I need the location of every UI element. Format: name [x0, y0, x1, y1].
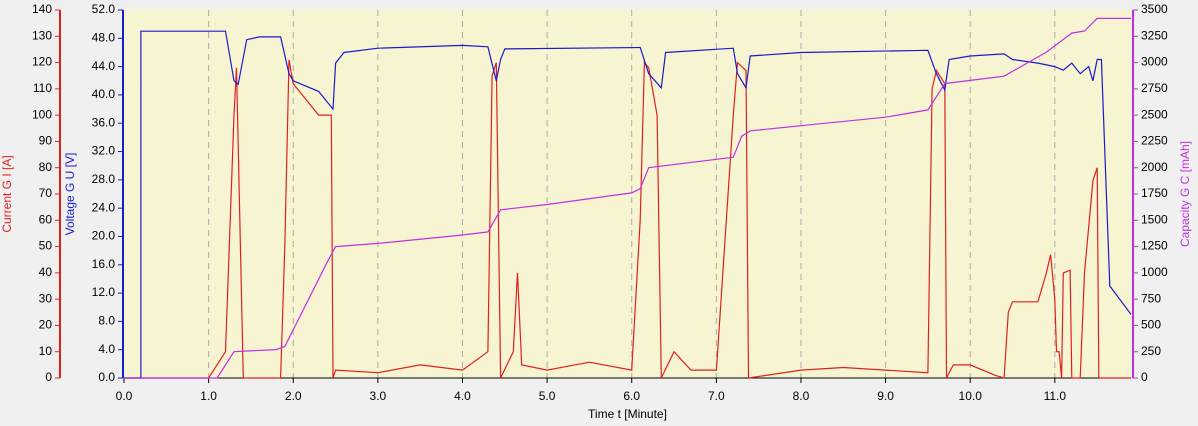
y2-tick-label: 12.0	[92, 285, 116, 299]
x-tick-label: 0.0	[116, 389, 133, 403]
y-tick-label: 130	[32, 28, 52, 42]
y3-tick-label: 3250	[1141, 28, 1168, 42]
y-tick-label: 140	[32, 2, 52, 16]
series-line	[124, 59, 1131, 379]
y-tick-label: 100	[32, 107, 52, 121]
y-axis-label: Current G I [A]	[0, 155, 14, 232]
y-tick-label: 50	[39, 239, 53, 253]
x-tick-label: 10.0	[959, 389, 983, 403]
y3-tick-label: 1750	[1141, 186, 1168, 200]
y3-tick-label: 2000	[1141, 160, 1168, 174]
x-tick-label: 6.0	[623, 389, 640, 403]
x-tick-label: 9.0	[877, 389, 894, 403]
x-axis-label: Time t [Minute]	[588, 407, 667, 421]
y2-tick-label: 36.0	[92, 115, 116, 129]
y-tick-label: 70	[39, 186, 53, 200]
y3-tick-label: 250	[1141, 344, 1161, 358]
x-tick-label: 11.0	[1044, 389, 1067, 403]
y2-axis-label: Voltage G U [V]	[63, 153, 77, 236]
y-tick-label: 40	[39, 265, 53, 279]
y2-tick-label: 28.0	[92, 172, 116, 186]
y2-tick-label: 52.0	[92, 2, 116, 16]
y3-tick-label: 0	[1141, 370, 1148, 384]
x-tick-label: 7.0	[708, 389, 725, 403]
y3-tick-label: 750	[1141, 291, 1161, 305]
y-tick-label: 10	[39, 344, 53, 358]
y-tick-label: 110	[33, 81, 52, 95]
y3-tick-label: 3000	[1141, 55, 1168, 69]
x-tick-label: 3.0	[370, 389, 387, 403]
y3-axis-label: Capacity G C [mAh]	[1178, 141, 1192, 247]
x-tick-label: 8.0	[793, 389, 810, 403]
x-tick-label: 2.0	[285, 389, 302, 403]
y3-tick-label: 1250	[1141, 239, 1168, 253]
y2-tick-label: 20.0	[92, 229, 116, 243]
y2-tick-label: 32.0	[92, 144, 116, 158]
y2-tick-label: 40.0	[92, 87, 116, 101]
y-tick-label: 30	[39, 291, 53, 305]
y3-tick-label: 500	[1141, 318, 1161, 332]
y-tick-label: 90	[39, 134, 53, 148]
y-tick-label: 120	[32, 55, 52, 69]
y2-tick-label: 8.0	[98, 314, 115, 328]
y-tick-label: 0	[45, 370, 52, 384]
y3-tick-label: 3500	[1141, 2, 1168, 16]
y-tick-label: 80	[39, 160, 53, 174]
y-tick-label: 20	[39, 318, 53, 332]
y3-tick-label: 1000	[1141, 265, 1168, 279]
x-tick-label: 1.0	[200, 389, 217, 403]
series-line	[124, 17, 1131, 379]
y3-tick-label: 1500	[1141, 212, 1168, 226]
x-tick-label: 5.0	[539, 389, 556, 403]
y2-tick-label: 0.0	[98, 370, 115, 384]
series-line	[124, 30, 1132, 379]
y2-tick-label: 44.0	[92, 59, 116, 73]
y-tick-label: 60	[39, 212, 53, 226]
y3-tick-label: 2250	[1141, 134, 1168, 148]
y2-tick-label: 24.0	[92, 200, 116, 214]
y3-tick-label: 2750	[1141, 81, 1168, 95]
y2-tick-label: 48.0	[92, 30, 116, 44]
y2-tick-label: 4.0	[98, 342, 115, 356]
y3-tick-label: 2500	[1141, 107, 1168, 121]
x-tick-label: 4.0	[454, 389, 471, 403]
y2-tick-label: 16.0	[92, 257, 116, 271]
